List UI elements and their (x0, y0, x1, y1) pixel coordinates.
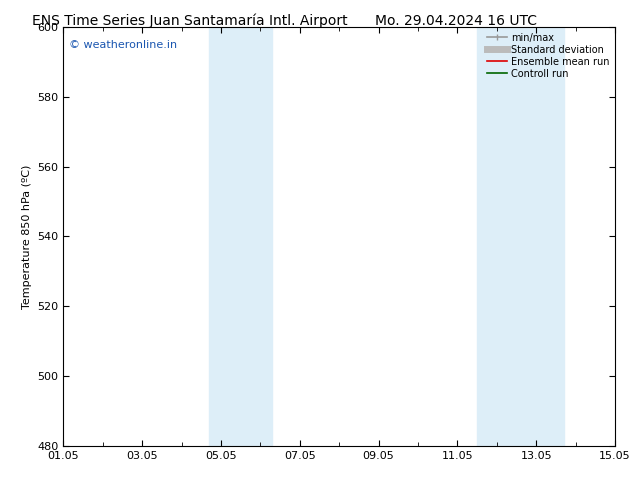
Text: ENS Time Series Juan Santamaría Intl. Airport: ENS Time Series Juan Santamaría Intl. Ai… (32, 14, 348, 28)
Text: © weatheronline.in: © weatheronline.in (69, 40, 177, 49)
Bar (477, 27, 564, 446)
Bar (209, 27, 272, 446)
Y-axis label: Temperature 850 hPa (ºC): Temperature 850 hPa (ºC) (22, 164, 32, 309)
Legend: min/max, Standard deviation, Ensemble mean run, Controll run: min/max, Standard deviation, Ensemble me… (484, 30, 612, 81)
Text: Mo. 29.04.2024 16 UTC: Mo. 29.04.2024 16 UTC (375, 14, 538, 28)
